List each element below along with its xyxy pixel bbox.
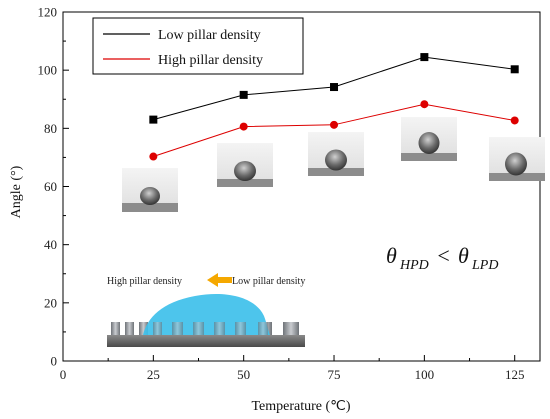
droplet-photos (122, 117, 545, 212)
x-tick-label: 0 (60, 367, 67, 382)
y-tick-label: 60 (44, 179, 57, 194)
y-tick-label: 0 (51, 354, 58, 369)
formula-lhs-symbol: θ (386, 243, 397, 268)
schematic-pillars-front (153, 322, 268, 335)
x-axis-title: Temperature (℃) (251, 399, 350, 414)
data-series (149, 53, 519, 161)
data-point-high-density (149, 152, 158, 161)
schematic-label-high: High pillar density (107, 276, 182, 287)
formula-rhs-symbol: θ (458, 243, 469, 268)
data-point-high-density (510, 116, 519, 125)
legend-label-high: High pillar density (158, 53, 263, 68)
droplet-photo-25 (122, 168, 178, 212)
x-tick-label: 100 (415, 367, 435, 382)
data-point-low-density (510, 65, 519, 74)
x-tick-label: 25 (147, 367, 160, 382)
formula-rhs-subscript: LPD (471, 258, 498, 273)
wetting-schematic: High pillar density Low pillar density (107, 273, 305, 347)
formula-lhs-subscript: HPD (399, 258, 429, 273)
droplet-photo-75 (308, 132, 364, 176)
y-tick-label: 80 (44, 121, 57, 136)
y-axis-title: Angle (°) (9, 165, 24, 218)
legend-box (92, 17, 304, 75)
legend: Low pillar density High pillar density (92, 17, 304, 75)
schematic-substrate (107, 335, 305, 347)
schematic-droplet (143, 294, 270, 335)
droplet-photo-50 (217, 143, 273, 187)
y-tick-label: 40 (44, 237, 57, 252)
x-tick-label: 125 (505, 367, 525, 382)
legend-label-low: Low pillar density (158, 28, 261, 43)
y-tick-label: 20 (44, 295, 57, 310)
y-tick-label: 120 (38, 5, 58, 20)
x-tick-label: 75 (328, 367, 341, 382)
x-tick-label: 50 (237, 367, 250, 382)
data-point-high-density (239, 122, 248, 131)
data-point-low-density (420, 53, 429, 62)
schematic-label-low: Low pillar density (232, 276, 305, 287)
data-point-high-density (420, 100, 429, 109)
contact-angle-formula: θ HPD < θ LPD (386, 243, 498, 273)
data-point-low-density (239, 90, 248, 99)
formula-operator: < (436, 243, 451, 268)
data-point-low-density (149, 115, 158, 124)
density-arrow-icon (207, 273, 232, 287)
y-tick-label: 100 (38, 63, 58, 78)
axis-ticks (62, 11, 516, 362)
droplet-photo-100 (401, 117, 457, 161)
droplet-photo-125 (489, 137, 545, 181)
axis-tick-labels: 0 20 40 60 80 100 120 0 25 50 75 100 125 (38, 5, 525, 383)
data-point-high-density (330, 120, 339, 129)
data-point-low-density (330, 83, 339, 92)
